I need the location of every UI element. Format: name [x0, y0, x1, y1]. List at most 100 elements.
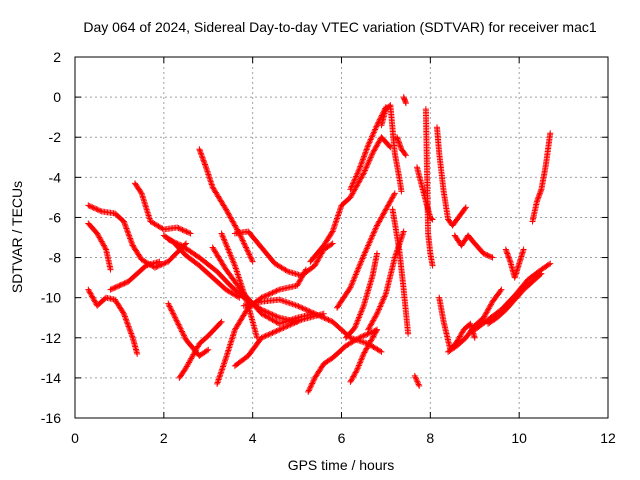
y-tick-label: -8: [49, 250, 62, 266]
data-point: [355, 362, 362, 369]
data-point: [361, 251, 368, 258]
data-point: [190, 351, 197, 358]
data-point: [486, 304, 493, 311]
data-point: [370, 317, 377, 324]
data-point: [362, 150, 369, 157]
data-point: [162, 259, 169, 266]
data-point: [356, 164, 363, 171]
data-point: [311, 376, 318, 383]
data-point: [374, 221, 381, 228]
data-point: [373, 143, 380, 150]
data-point: [371, 146, 378, 153]
y-tick-label: -2: [49, 129, 62, 145]
data-point: [268, 290, 275, 297]
x-tick-label: 2: [160, 430, 168, 446]
data-point: [222, 239, 229, 246]
data-point: [94, 230, 101, 237]
data-point: [201, 160, 208, 167]
data-point: [231, 221, 238, 228]
data-point: [225, 211, 232, 218]
data-point: [285, 317, 292, 324]
data-point: [122, 279, 129, 286]
data-point: [180, 227, 187, 234]
data-point: [376, 138, 383, 145]
data-point: [96, 234, 103, 241]
data-point: [123, 226, 130, 233]
data-point: [151, 264, 158, 271]
data-point: [485, 305, 492, 312]
data-point: [373, 223, 380, 230]
data-point: [368, 151, 375, 158]
data-point: [363, 146, 370, 153]
data-point: [368, 321, 375, 328]
data-point: [375, 306, 382, 313]
data-point: [202, 161, 209, 168]
data-point: [371, 147, 378, 154]
data-point: [372, 225, 379, 232]
data-point: [173, 240, 180, 247]
data-point: [351, 187, 358, 194]
data-point: [141, 263, 148, 270]
data-point: [243, 245, 250, 252]
data-point: [286, 300, 293, 307]
data-point: [91, 298, 98, 305]
data-point: [294, 302, 301, 309]
data-point: [174, 224, 181, 231]
data-point: [198, 153, 205, 160]
data-point: [484, 252, 491, 259]
data-point: [97, 207, 104, 214]
data-point: [366, 139, 373, 146]
data-point: [125, 231, 132, 238]
data-point: [370, 129, 377, 136]
data-point: [289, 316, 296, 323]
data-point: [350, 179, 357, 186]
data-point: [351, 176, 358, 183]
data-point: [354, 170, 361, 177]
data-point: [347, 283, 354, 290]
data-point: [276, 296, 283, 303]
data-point: [283, 318, 290, 325]
data-point: [302, 306, 309, 313]
data-point: [486, 253, 493, 260]
data-point: [124, 320, 131, 327]
data-point: [309, 309, 316, 316]
data-point: [359, 156, 366, 163]
data-point: [91, 205, 98, 212]
data-point: [245, 250, 252, 257]
data-point: [359, 171, 366, 178]
data-point: [429, 262, 436, 269]
data-point: [172, 314, 179, 321]
data-point: [372, 226, 379, 233]
data-point: [188, 355, 195, 362]
data-point: [245, 248, 252, 255]
data-point: [276, 326, 283, 333]
data-point: [358, 256, 365, 263]
data-point: [128, 238, 135, 245]
y-tick-label: -10: [41, 290, 61, 306]
data-point: [354, 318, 361, 325]
series-track16: [231, 310, 327, 369]
data-point: [174, 240, 181, 247]
data-point: [155, 262, 162, 269]
data-point: [320, 314, 327, 321]
data-point: [370, 130, 377, 137]
data-point: [307, 383, 314, 390]
data-point: [241, 240, 248, 247]
data-point: [321, 315, 328, 322]
data-point: [387, 198, 394, 205]
data-point: [312, 261, 319, 268]
data-point: [183, 240, 190, 247]
series-track12: [209, 244, 318, 327]
data-point: [161, 260, 168, 267]
data-point: [315, 255, 322, 262]
data-point: [351, 324, 358, 331]
y-tick-label: -4: [49, 169, 62, 185]
data-point: [379, 297, 386, 304]
data-point: [381, 294, 388, 301]
data-point: [361, 332, 368, 339]
data-point: [349, 190, 356, 197]
data-point: [365, 341, 372, 348]
y-axis-label: SDTVAR / TECUs: [9, 181, 25, 293]
data-point: [357, 162, 364, 169]
data-point: [385, 202, 392, 209]
